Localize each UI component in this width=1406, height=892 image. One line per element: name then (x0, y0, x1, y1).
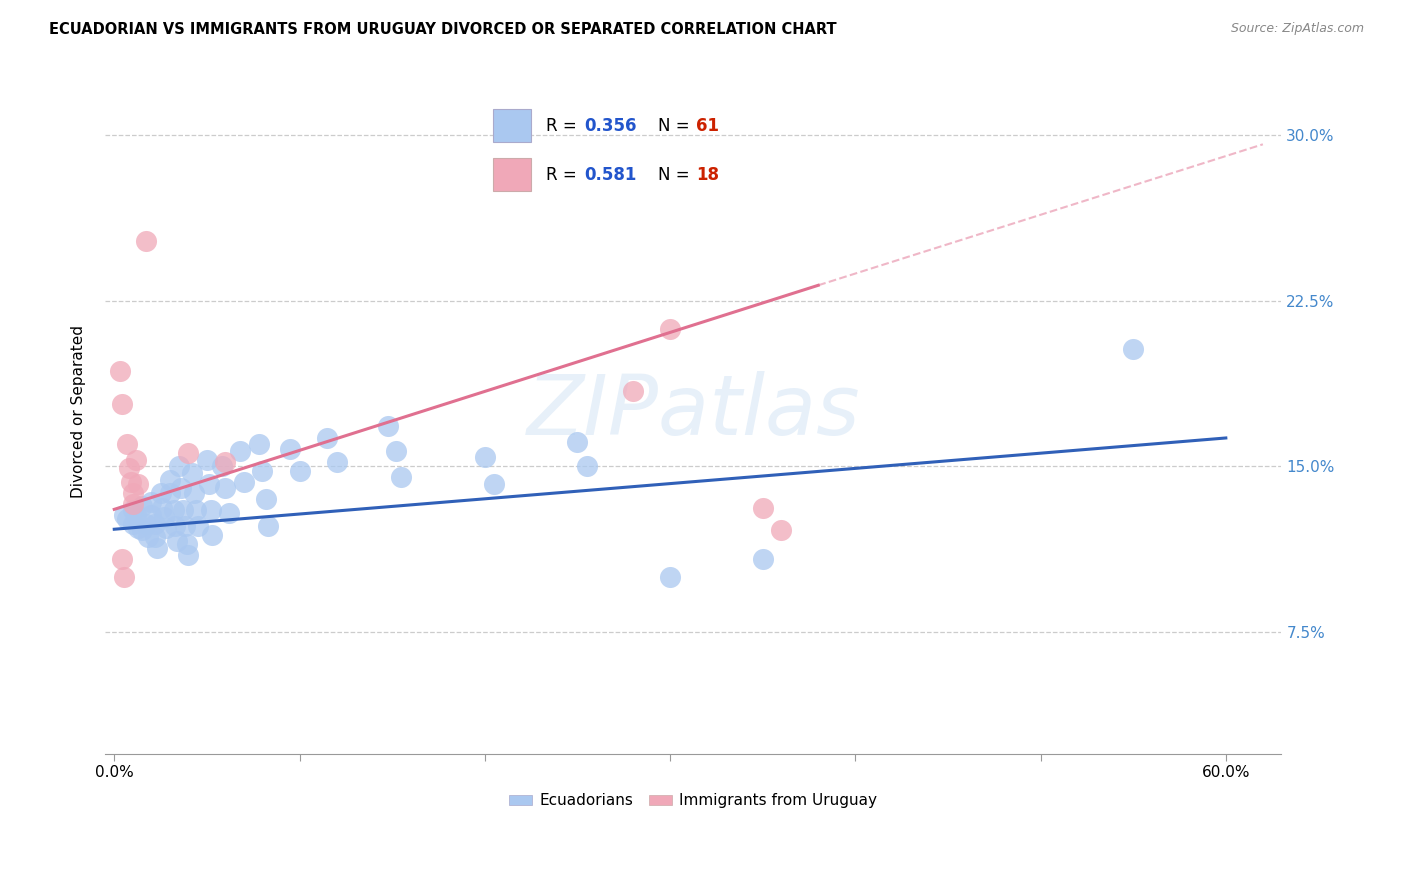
Point (474, 450, 496, 465)
Point (170, 481, 193, 495)
Point (136, 530, 159, 544)
Point (377, 419, 399, 434)
Point (177, 446, 200, 460)
Point (316, 431, 339, 445)
Point (141, 494, 163, 508)
Point (121, 516, 143, 531)
Text: ECUADORIAN VS IMMIGRANTS FROM URUGUAY DIVORCED OR SEPARATED CORRELATION CHART: ECUADORIAN VS IMMIGRANTS FROM URUGUAY DI… (49, 22, 837, 37)
Point (146, 541, 169, 555)
Point (247, 437, 270, 451)
Point (288, 464, 311, 478)
Point (127, 521, 149, 535)
Point (197, 477, 219, 491)
Point (112, 570, 135, 584)
Point (135, 516, 157, 531)
Point (173, 519, 195, 533)
Point (165, 519, 187, 533)
Point (1122, 342, 1144, 356)
Point (181, 466, 204, 480)
Point (201, 528, 224, 542)
Point (125, 508, 148, 522)
Point (200, 503, 222, 517)
Point (229, 443, 252, 458)
Point (141, 508, 163, 522)
Point (115, 437, 138, 451)
Point (659, 570, 682, 584)
Legend: Ecuadorians, Immigrants from Uruguay: Ecuadorians, Immigrants from Uruguay (503, 787, 883, 814)
Point (143, 530, 166, 544)
Point (575, 459, 598, 474)
Point (108, 364, 131, 378)
Point (120, 475, 142, 489)
Text: ZIPatlas: ZIPatlas (526, 370, 860, 451)
Point (112, 508, 135, 522)
Point (211, 459, 233, 474)
Point (232, 475, 254, 489)
Point (111, 397, 134, 411)
Point (482, 477, 505, 491)
Point (131, 524, 153, 538)
Point (131, 499, 153, 513)
Point (325, 455, 347, 469)
Point (621, 384, 644, 398)
Point (135, 234, 157, 248)
Point (187, 519, 209, 533)
Point (389, 470, 412, 484)
Point (155, 521, 177, 535)
Point (149, 485, 172, 500)
Point (121, 497, 143, 511)
Point (167, 459, 190, 474)
Point (257, 519, 280, 533)
Point (115, 512, 138, 526)
Point (159, 473, 181, 487)
Point (214, 455, 236, 469)
Point (385, 443, 408, 458)
Point (143, 516, 166, 531)
Point (214, 481, 236, 495)
Point (127, 477, 149, 491)
Point (121, 485, 143, 500)
Point (121, 503, 143, 517)
Y-axis label: Divorced or Separated: Divorced or Separated (72, 325, 86, 498)
Point (162, 503, 184, 517)
Point (177, 548, 200, 562)
Point (172, 503, 194, 517)
Point (254, 492, 277, 507)
Point (659, 322, 682, 336)
Point (770, 524, 793, 538)
Point (751, 552, 773, 566)
Point (176, 536, 198, 550)
Point (195, 452, 218, 467)
Point (252, 464, 274, 478)
Point (751, 501, 773, 516)
Point (218, 506, 240, 520)
Text: Source: ZipAtlas.com: Source: ZipAtlas.com (1230, 22, 1364, 36)
Point (183, 485, 205, 500)
Point (278, 442, 301, 456)
Point (567, 434, 589, 449)
Point (118, 461, 141, 475)
Point (159, 485, 181, 500)
Point (125, 452, 148, 467)
Point (184, 503, 207, 517)
Point (111, 552, 134, 566)
Point (152, 501, 174, 516)
Point (153, 510, 176, 524)
Point (166, 534, 188, 549)
